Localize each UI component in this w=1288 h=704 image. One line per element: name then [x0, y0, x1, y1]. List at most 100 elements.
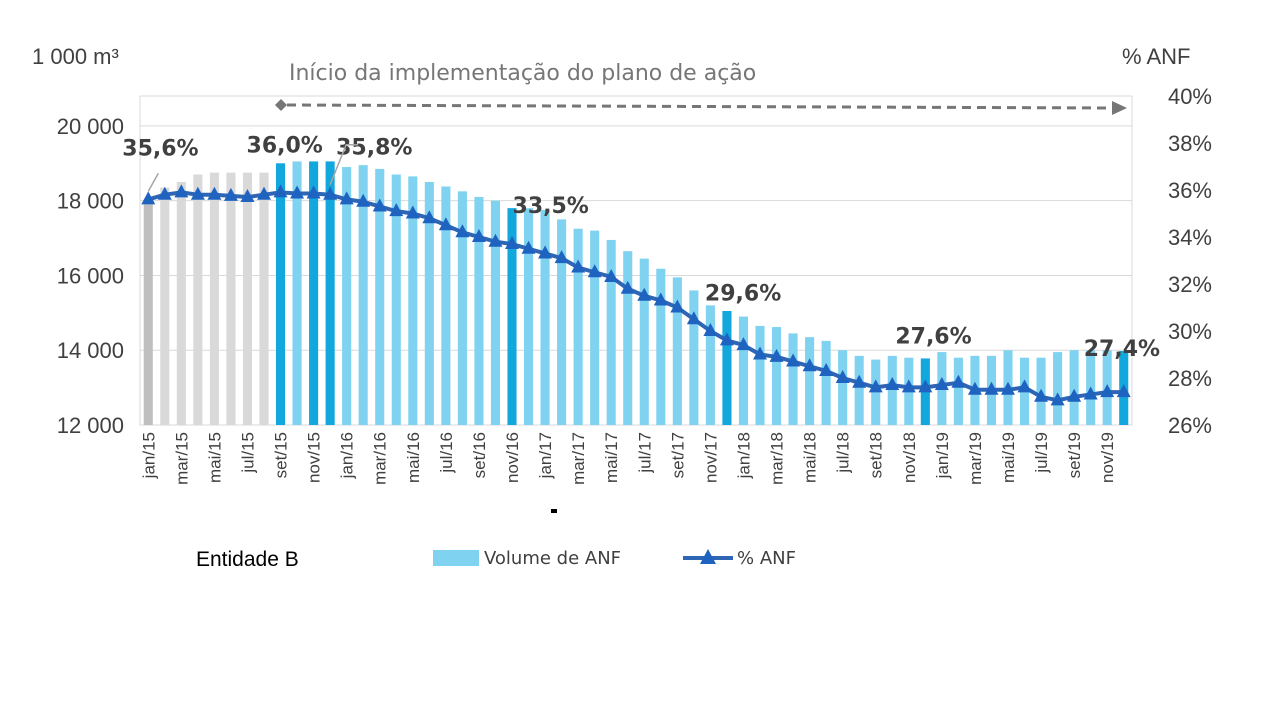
percent-marker [257, 186, 271, 200]
percent-marker [1017, 379, 1032, 393]
percent-marker [306, 185, 321, 199]
right-tick-label: 40% [1168, 84, 1212, 109]
percent-marker [1001, 381, 1015, 395]
percent-marker [769, 348, 784, 362]
right-axis-unit: % ANF [1122, 44, 1190, 69]
right-tick-label: 38% [1168, 131, 1212, 156]
x-tick-label: jul/19 [1032, 432, 1051, 474]
left-tick-label: 14 000 [57, 338, 124, 363]
plan-annotation-text: Início da implementação do plano de ação [289, 61, 756, 86]
volume-bar [292, 161, 302, 425]
percent-marker [703, 323, 718, 336]
percent-marker [323, 186, 338, 200]
percent-marker [290, 185, 305, 199]
x-tick-label: set/17 [668, 432, 687, 478]
percent-marker [885, 377, 900, 391]
x-tick-label: nov/18 [900, 432, 919, 483]
volume-bar [143, 204, 153, 425]
percent-marker [505, 236, 519, 250]
grid-lines [140, 125, 1132, 426]
percent-marker [951, 374, 966, 388]
volume-bar [342, 167, 352, 425]
volume-bar [523, 208, 534, 425]
x-tick-label: set/19 [1065, 432, 1084, 478]
percent-marker [819, 362, 834, 376]
percent-marker [356, 193, 371, 207]
volume-bar [358, 165, 368, 425]
percent-marker [521, 240, 536, 254]
percent-marker [719, 332, 734, 346]
volume-bar [226, 172, 236, 425]
legend-volume-label: Volume de ANF [484, 548, 621, 569]
percent-marker [141, 191, 156, 205]
x-tick-label: jan/19 [933, 432, 952, 479]
x-tick-label: jan/16 [338, 432, 357, 479]
percent-marker [868, 379, 883, 393]
percent-marker [174, 184, 189, 198]
left-tick-label: 20 000 [57, 114, 124, 139]
volume-bar [441, 186, 451, 425]
left-tick-label: 18 000 [57, 189, 124, 214]
percent-marker [554, 250, 569, 264]
percent-marker [835, 370, 850, 383]
x-tick-label: nov/19 [1098, 432, 1117, 483]
volume-bar [375, 168, 385, 425]
percent-marker [1034, 388, 1049, 402]
x-tick-label: set/15 [272, 432, 291, 478]
volume-bar [176, 181, 186, 425]
x-tick-label: set/18 [867, 432, 886, 478]
volume-bar [242, 172, 253, 425]
right-tick-label: 36% [1168, 178, 1212, 203]
volume-bar [457, 191, 467, 425]
plan-arrow-head [1112, 101, 1127, 115]
percent-marker [471, 229, 486, 242]
right-tick-label: 32% [1168, 272, 1212, 297]
x-tick-label: jul/16 [437, 432, 456, 474]
plan-arrow-start-diamond [275, 99, 287, 111]
percent-marker [1050, 392, 1065, 406]
percent-marker [339, 191, 354, 205]
percent-marker [653, 292, 668, 306]
percent-marker [1083, 386, 1098, 400]
legend-percent-label: % ANF [737, 548, 796, 569]
x-tick-label: mar/18 [768, 432, 787, 485]
volume-bar [639, 258, 649, 425]
x-tick-label: mai/18 [801, 432, 820, 483]
volume-bar [953, 357, 963, 425]
volume-bar [771, 327, 782, 425]
right-axis-ticks: 26% 28% 30% 32% 34% 36% 38% 40% [1168, 84, 1212, 438]
x-tick-label: mai/17 [602, 432, 621, 483]
percent-marker [422, 210, 437, 224]
data-label: 27,4% [1084, 337, 1160, 362]
volume-bar [209, 172, 219, 425]
volume-bar [838, 350, 848, 425]
volume-bar [391, 174, 401, 425]
volume-bar [408, 176, 418, 425]
legend: Volume de ANF % ANF [433, 548, 796, 569]
percent-marker [1100, 384, 1115, 398]
data-label: 36,0% [247, 133, 323, 158]
percent-marker [157, 186, 172, 200]
x-tick-label: mar/16 [371, 432, 390, 485]
volume-bar [325, 161, 335, 425]
volume-bar [788, 333, 798, 425]
data-label: 29,6% [705, 281, 781, 306]
volume-bar [705, 305, 715, 425]
left-axis-ticks: 12 000 14 000 16 000 18 000 20 000 [57, 114, 124, 438]
volume-bar [672, 277, 682, 425]
x-tick-label: mar/19 [966, 432, 985, 485]
percent-marker [686, 311, 701, 325]
percent-marker [786, 353, 801, 367]
percent-marker [538, 245, 553, 259]
volume-bar [606, 239, 616, 425]
percent-marker [604, 268, 619, 282]
percent-marker [1116, 384, 1131, 398]
percent-marker [405, 205, 420, 219]
volume-bar [275, 163, 286, 425]
x-tick-label: jan/17 [536, 432, 555, 479]
legend-percent-marker [700, 549, 716, 564]
volume-bar [193, 174, 203, 425]
volume-bar [474, 196, 484, 425]
left-tick-label: 16 000 [57, 263, 124, 288]
